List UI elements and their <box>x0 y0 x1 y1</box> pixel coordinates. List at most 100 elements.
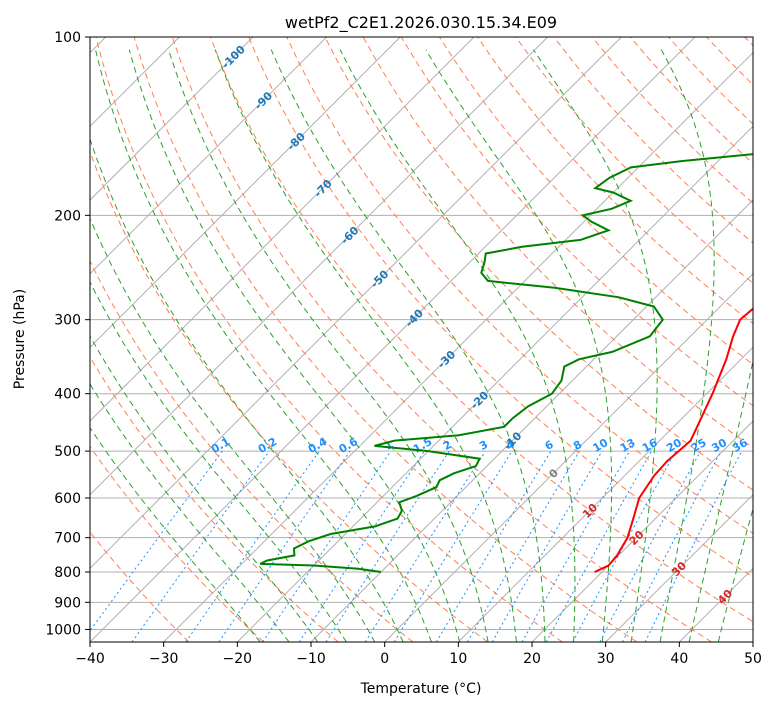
dry-adiabat-line <box>286 37 753 534</box>
x-tick-label: 20 <box>523 651 541 667</box>
mixing-ratio-line <box>621 450 722 642</box>
mixing-ratio-line <box>572 450 677 642</box>
y-tick-label: 400 <box>54 387 81 403</box>
dry-adiabat-line <box>90 259 414 642</box>
mixing-ratio-label: 0.6 <box>337 435 361 456</box>
isotherm-line <box>384 272 753 642</box>
moist-adiabat-line <box>270 49 546 642</box>
dry-adiabat-line <box>171 37 712 642</box>
x-tick-label: 0 <box>380 651 389 667</box>
isotherm-line <box>90 37 401 349</box>
temperature-profile-line <box>594 307 753 573</box>
isotherm-line <box>90 37 622 570</box>
x-tick-label: −10 <box>296 651 326 667</box>
mixing-ratio-line <box>545 450 653 642</box>
moist-adiabat-line <box>425 49 613 642</box>
plot-frame <box>89 36 754 643</box>
x-axis-label: Temperature (°C) <box>360 681 482 697</box>
isotherm-line <box>752 641 753 642</box>
mixing-ratio-label: 30 <box>709 436 729 455</box>
mixing-ratio-label: 0.1 <box>209 435 232 456</box>
moist-adiabat-line <box>688 358 753 642</box>
isotherm-line <box>163 51 753 642</box>
mixing-ratio-line <box>298 450 425 642</box>
y-axis-label: Pressure (hPa) <box>12 289 28 389</box>
moist-adiabat-line <box>532 49 658 642</box>
moist-adiabat-line <box>90 280 347 642</box>
mixing-ratio-line <box>364 450 486 642</box>
moist-adiabat-line <box>90 426 261 642</box>
dry-adiabat-line <box>90 150 488 642</box>
dry-adiabat-line <box>95 37 563 642</box>
moist-adiabat-line <box>214 49 517 642</box>
mixing-ratio-line <box>262 450 392 642</box>
x-tick-label: 30 <box>597 651 615 667</box>
isotherm-label: -20 <box>468 389 491 412</box>
mixing-ratio-line <box>131 450 270 642</box>
dry-adiabat-line <box>706 37 753 86</box>
dry-adiabat-line <box>515 37 753 284</box>
dry-adiabat-line <box>90 356 339 642</box>
x-tick-label: 40 <box>670 651 688 667</box>
moist-adiabat-line <box>659 49 715 642</box>
moist-adiabat-line <box>128 49 461 642</box>
isotherm-line <box>90 37 328 275</box>
mixing-ratio-label: 0.4 <box>306 435 330 456</box>
mixing-ratio-line <box>185 450 320 642</box>
isotherm-label: 40 <box>715 587 735 607</box>
isotherm-line <box>678 567 753 642</box>
isotherm-label: -40 <box>403 306 426 329</box>
x-tick-label: −40 <box>75 651 105 667</box>
isotherm-line <box>236 125 753 642</box>
isotherm-label: -70 <box>312 177 335 200</box>
mixing-ratio-line <box>218 450 351 642</box>
mixing-ratio-label: 10 <box>591 436 611 455</box>
dewpoint-profile-line <box>259 153 753 573</box>
y-tick-label: 100 <box>54 30 81 46</box>
dry-adiabat-line <box>90 531 190 642</box>
moist-adiabat-line <box>339 49 576 642</box>
chart-title: wetPf2_C2E1.2026.030.15.34.E09 <box>285 13 557 33</box>
dry-adiabat-line <box>668 37 753 125</box>
mixing-ratio-label: 36 <box>730 436 750 455</box>
isotherm-line <box>90 37 254 201</box>
moist-adiabat-line <box>95 49 432 642</box>
mixing-ratio-label: 16 <box>640 436 660 455</box>
isotherm-label: -90 <box>252 89 275 112</box>
x-tick-label: −20 <box>223 651 253 667</box>
isotherm-line <box>310 199 753 642</box>
y-tick-label: 300 <box>54 313 81 329</box>
isotherm-line <box>605 493 753 642</box>
y-tick-label: 800 <box>54 565 81 581</box>
mixing-ratio-line <box>467 450 580 642</box>
x-tick-label: 10 <box>449 651 467 667</box>
isotherm-label: 30 <box>669 559 689 579</box>
moist-adiabat-line <box>90 137 404 642</box>
x-tick-label: −30 <box>149 651 179 667</box>
dry-adiabat-line <box>744 37 753 47</box>
mixing-ratio-line <box>90 450 223 632</box>
y-tick-label: 700 <box>54 531 81 547</box>
isotherm-label: -100 <box>219 43 248 72</box>
isotherm-label: -80 <box>285 130 308 153</box>
mixing-ratio-line <box>435 450 552 642</box>
moist-adiabat-line <box>90 383 290 642</box>
dry-adiabat-line <box>248 37 753 578</box>
isotherm-line <box>531 420 753 642</box>
mixing-ratio-line <box>521 450 630 642</box>
dry-adiabat-line <box>90 445 264 642</box>
x-tick-label: 50 <box>744 651 762 667</box>
isotherm-line <box>90 37 549 496</box>
y-tick-label: 1000 <box>45 622 81 638</box>
moist-adiabat-line <box>717 506 753 642</box>
mixing-ratio-line <box>393 450 513 642</box>
y-tick-label: 200 <box>54 208 81 224</box>
isotherm-label: 10 <box>580 501 600 521</box>
y-tick-label: 900 <box>54 595 81 611</box>
dry-adiabat-line <box>477 37 753 325</box>
mixing-ratio-line <box>599 450 701 642</box>
mixing-ratio-line <box>644 450 743 642</box>
mixing-ratio-label: 20 <box>664 436 684 455</box>
moist-adiabat-line <box>90 335 319 642</box>
